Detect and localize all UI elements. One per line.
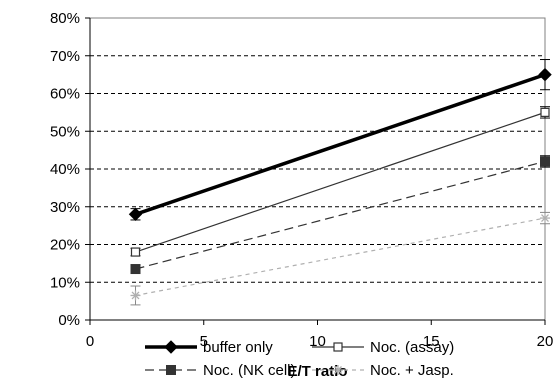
legend-marker [333,365,343,375]
legend-label: Noc. (assay) [370,339,454,356]
legend-entry: Noc. (NK cell) [145,362,296,379]
legend-entry: Noc. + Jasp. [312,362,454,379]
legend-label: buffer only [203,339,273,356]
series-4 [130,211,550,306]
y-tick-label: 70% [50,48,80,65]
y-tick-label: 30% [50,199,80,216]
x-axis-title: E/T ratio [287,363,347,380]
y-tick-label: 50% [50,123,80,140]
data-point [540,213,550,224]
x-tick-label: 15 [423,333,440,350]
x-tick-label: 20 [537,333,554,350]
legend-entry: buffer only [145,339,273,356]
x-tick-label: 10 [309,333,326,350]
series-2 [130,106,550,257]
series-line [135,111,546,253]
legend-label: Noc. (NK cell) [203,362,296,379]
x-tick-label: 5 [200,333,208,350]
data-point [540,156,550,167]
legend-entry: Noc. (assay) [312,339,454,356]
y-tick-label: 20% [50,237,80,254]
y-tick-label: 60% [50,86,80,103]
series-3 [130,155,550,275]
x-tick-label: 0 [86,333,94,350]
y-tick-label: 10% [50,274,80,291]
series-line [135,217,546,297]
data-point [128,207,143,222]
data-point [540,107,550,117]
data-point [538,67,552,82]
series-group [128,59,552,306]
y-tick-label: 40% [50,161,80,178]
data-point [130,247,141,257]
legend-marker [333,342,343,352]
gridlines [90,17,545,283]
y-tick-label: 80% [50,10,80,27]
legend-label: Noc. + Jasp. [370,362,454,379]
series-line [135,160,546,270]
axes: 0% 10% 20% 30% 40% 50% 60% 70% 80% 0 5 10 15 20 [50,10,553,350]
y-tick-label: 0% [58,312,80,329]
series-line [134,72,546,216]
legend: buffer only Noc. (assay) Noc. (NK cell) Noc… [145,339,454,379]
data-point [130,264,141,275]
data-point [130,290,141,301]
series-1 [128,59,552,222]
legend-marker [164,340,178,354]
legend-marker [166,365,176,375]
